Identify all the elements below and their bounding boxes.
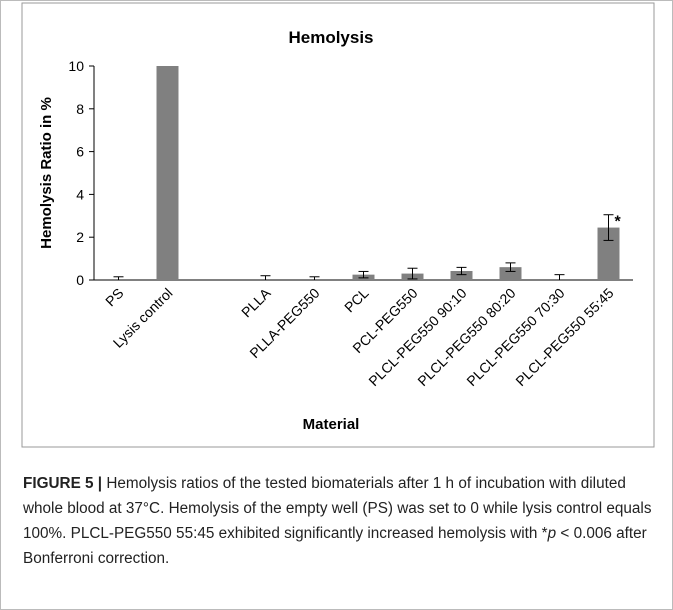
x-tick-label: PLLA xyxy=(238,284,274,320)
y-tick-label: 2 xyxy=(76,229,84,245)
caption-text: p xyxy=(547,525,557,542)
y-tick-label: 8 xyxy=(76,101,84,117)
caption-text: Hemolysis ratios of the tested biomateri… xyxy=(23,475,652,542)
error-bar xyxy=(260,275,271,280)
error-bar xyxy=(456,266,467,276)
caption-label: FIGURE 5 | xyxy=(23,475,103,492)
bar xyxy=(597,227,620,280)
error-bar xyxy=(603,214,614,241)
x-axis-label: Material xyxy=(303,416,360,433)
x-tick-label: PCL xyxy=(341,285,372,316)
error-bar xyxy=(505,262,516,272)
y-tick-label: 6 xyxy=(76,144,84,160)
bar xyxy=(156,66,179,280)
chart-frame xyxy=(21,2,655,448)
error-bar xyxy=(358,270,369,279)
bar xyxy=(499,267,522,280)
caption: FIGURE 5 | Hemolysis ratios of the teste… xyxy=(23,471,653,571)
bar xyxy=(450,271,473,280)
error-bar xyxy=(554,274,565,280)
error-bar xyxy=(113,276,124,280)
error-bar xyxy=(407,267,418,280)
annotation: * xyxy=(615,214,622,231)
y-tick-label: 10 xyxy=(68,58,84,74)
chart: Hemolysis Material Hemolysis Ratio in % … xyxy=(21,2,655,448)
caption-text: < 0.006 after Bonferroni correction. xyxy=(23,525,647,567)
x-tick-label: PLCL-PEG550 55:45 xyxy=(512,285,616,389)
y-tick-label: 4 xyxy=(76,186,84,202)
chart-title: Hemolysis xyxy=(288,28,373,47)
plot-area xyxy=(113,66,620,280)
y-tick-label: 0 xyxy=(76,272,84,288)
x-tick-label: PS xyxy=(102,285,127,310)
y-axis-label: Hemolysis Ratio in % xyxy=(38,97,55,249)
error-bar xyxy=(309,276,320,280)
